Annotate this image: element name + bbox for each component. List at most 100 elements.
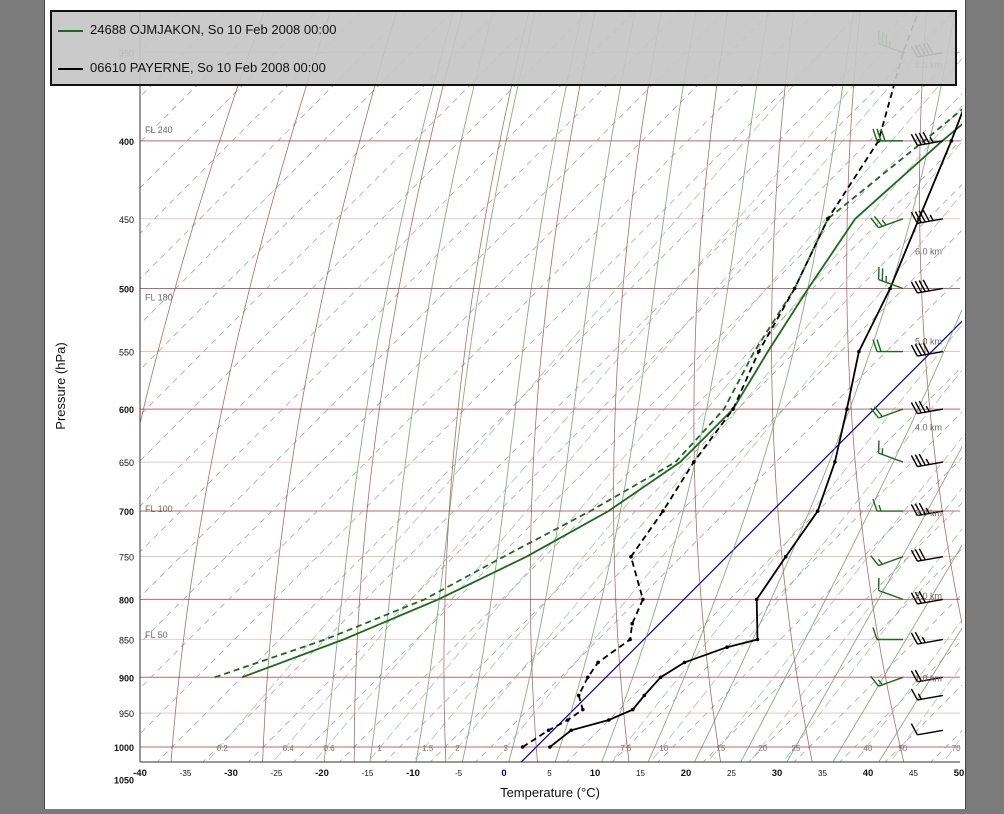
dry-adiabat [614, 0, 923, 779]
mixing-ratio-line [353, 0, 965, 779]
isotherm [777, 0, 965, 779]
payerne-temperature-line-point [631, 708, 635, 712]
isotherm [45, 0, 956, 779]
flight-level-label: FL 240 [145, 125, 173, 135]
payerne-temperature-line-point [755, 598, 759, 602]
ojmjakon-wind-barb [871, 407, 903, 418]
temperature-tick-label: 35 [818, 769, 827, 778]
payerne-temperature-line-point [845, 407, 849, 411]
temperature-tick-label: 40 [863, 768, 874, 779]
moist-adiabat [504, 0, 894, 779]
ojmjakon-wind-barb [873, 499, 903, 511]
barb-feather [873, 340, 877, 352]
temperature-tick-label: 5 [547, 769, 552, 778]
flight-level-label: FL 100 [145, 504, 173, 514]
pressure-tick-label: 950 [119, 709, 134, 719]
payerne-temperature-line [550, 0, 965, 747]
wind-barbs [871, 0, 943, 735]
payerne-dewpoint-line-point [628, 638, 632, 642]
mixing-ratio-label: 0.2 [217, 744, 229, 753]
barb-feather [911, 689, 917, 700]
payerne-temperature-line-point [816, 509, 820, 513]
payerne-temperature-line-point [857, 350, 861, 354]
payerne-wind-barb [911, 632, 943, 644]
mixing-ratio-label: 7.5 [620, 744, 632, 753]
payerne-dewpoint-line-point [566, 718, 570, 722]
mixing-ratio-label: 50 [898, 744, 907, 753]
ojmjakon-wind-barb [873, 129, 903, 141]
payerne-dewpoint-line-point [581, 708, 585, 712]
payerne-temperature-line-point [569, 729, 573, 733]
pressure-tick-label: 800 [119, 595, 134, 605]
payerne-wind-barb [911, 280, 943, 293]
pressure-tick-label: 450 [119, 215, 134, 225]
temperature-tick-label: 10 [590, 768, 601, 779]
mixing-ratio-line [192, 0, 965, 779]
height-label: 3.0 km [915, 508, 942, 518]
payerne-temperature-line-point [683, 661, 687, 665]
payerne-wind-barb [911, 401, 943, 414]
mixing-ratio-label: 0.6 [324, 744, 336, 753]
mixing-ratio-line [877, 0, 965, 779]
moist-adiabat [322, 0, 764, 779]
payerne-dewpoint-line-point [731, 407, 735, 411]
payerne-dewpoint-line-point [521, 745, 525, 749]
dry-adiabat [354, 0, 783, 779]
mixing-ratio-label: 0.4 [283, 744, 295, 753]
payerne-temperature-line-point [833, 460, 837, 464]
payerne-temperature-line-point [643, 694, 647, 698]
barb-feather [922, 637, 925, 643]
mixing-ratio-label: 70 [952, 744, 961, 753]
height-label: 1.0 km [915, 673, 942, 683]
dry-adiabat [920, 0, 966, 779]
payerne-dewpoint-line-point [547, 729, 551, 733]
payerne-wind-barb [911, 689, 943, 700]
payerne-dewpoint-line-point [630, 622, 634, 626]
temperature-tick-label: -40 [133, 768, 147, 779]
temperature-tick-label: 50 [954, 768, 965, 779]
legend-swatch-green [58, 30, 83, 32]
mixing-ratio-line [299, 0, 965, 779]
payerne-temperature-line-point [888, 287, 892, 291]
dry-adiabat [772, 0, 965, 779]
barb-feather [911, 724, 917, 735]
pressure-tick-label: 700 [119, 507, 134, 517]
isotherm [686, 0, 965, 779]
payerne-dewpoint-line-point [586, 676, 590, 680]
legend-label: 06610 PAYERNE, So 10 Feb 2008 00:00 [90, 60, 326, 75]
payerne-temperature-line-point [659, 676, 663, 680]
barb-feather [877, 340, 881, 352]
moist-adiabat [777, 0, 965, 779]
height-label: 4.0 km [915, 422, 942, 432]
sounding-profiles [215, 0, 965, 749]
moist-adiabat [413, 0, 823, 779]
payerne-dewpoint-line-point [629, 555, 633, 559]
dry-adiabat [847, 0, 965, 779]
x-axis-title: Temperature (°C) [500, 785, 600, 800]
barb-feather [882, 220, 886, 225]
barb-feather [930, 137, 933, 143]
pressure-tick-label: 400 [119, 137, 134, 147]
temperature-tick-label: -35 [180, 769, 192, 778]
payerne-temperature-line-point [950, 139, 954, 143]
payerne-dewpoint-line-point [793, 287, 797, 291]
barb-feather [878, 559, 882, 564]
legend-label: 24688 OJMJAKON, So 10 Feb 2008 00:00 [90, 22, 336, 37]
isotherm [45, 0, 819, 779]
barb-staff [917, 730, 943, 735]
temperature-tick-label: -15 [362, 769, 374, 778]
temperature-tick-label: -5 [455, 769, 463, 778]
temperature-tick-label: -20 [315, 768, 329, 779]
legend-swatch-black [58, 68, 83, 70]
payerne-dewpoint-line-point [641, 598, 645, 602]
payerne-temperature-line-point [725, 645, 729, 649]
barb-feather [926, 459, 929, 465]
y-axis-title: Pressure (hPa) [53, 342, 68, 429]
pressure-tick-label: 600 [119, 405, 134, 415]
mixing-ratio-label: 40 [863, 744, 872, 753]
barb-feather [881, 129, 885, 141]
temperature-tick-label: -30 [224, 768, 238, 779]
